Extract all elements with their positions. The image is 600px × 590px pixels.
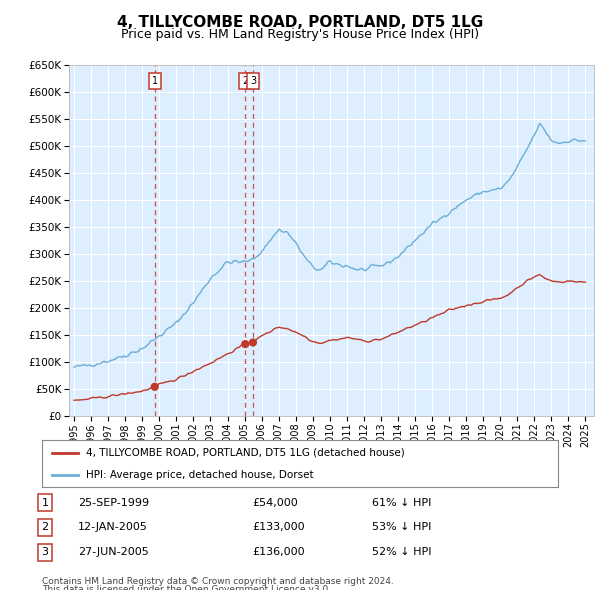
Text: 3: 3: [250, 76, 256, 86]
Text: 4, TILLYCOMBE ROAD, PORTLAND, DT5 1LG: 4, TILLYCOMBE ROAD, PORTLAND, DT5 1LG: [117, 15, 483, 30]
Text: This data is licensed under the Open Government Licence v3.0.: This data is licensed under the Open Gov…: [42, 585, 331, 590]
Text: Price paid vs. HM Land Registry's House Price Index (HPI): Price paid vs. HM Land Registry's House …: [121, 28, 479, 41]
Text: 52% ↓ HPI: 52% ↓ HPI: [372, 548, 431, 557]
Text: 12-JAN-2005: 12-JAN-2005: [78, 523, 148, 532]
Text: 2: 2: [41, 523, 49, 532]
Text: 1: 1: [152, 76, 158, 86]
Text: 4, TILLYCOMBE ROAD, PORTLAND, DT5 1LG (detached house): 4, TILLYCOMBE ROAD, PORTLAND, DT5 1LG (d…: [86, 448, 404, 458]
Text: Contains HM Land Registry data © Crown copyright and database right 2024.: Contains HM Land Registry data © Crown c…: [42, 577, 394, 586]
Text: HPI: Average price, detached house, Dorset: HPI: Average price, detached house, Dors…: [86, 470, 313, 480]
Text: 61% ↓ HPI: 61% ↓ HPI: [372, 498, 431, 507]
Text: 25-SEP-1999: 25-SEP-1999: [78, 498, 149, 507]
Text: 1: 1: [41, 498, 49, 507]
Text: 53% ↓ HPI: 53% ↓ HPI: [372, 523, 431, 532]
Text: £54,000: £54,000: [252, 498, 298, 507]
Text: 2: 2: [242, 76, 248, 86]
Text: £133,000: £133,000: [252, 523, 305, 532]
Point: [150, 382, 160, 392]
Point: [241, 339, 250, 349]
Text: £136,000: £136,000: [252, 548, 305, 557]
Text: 27-JUN-2005: 27-JUN-2005: [78, 548, 149, 557]
Text: 3: 3: [41, 548, 49, 557]
Point: [248, 338, 258, 348]
